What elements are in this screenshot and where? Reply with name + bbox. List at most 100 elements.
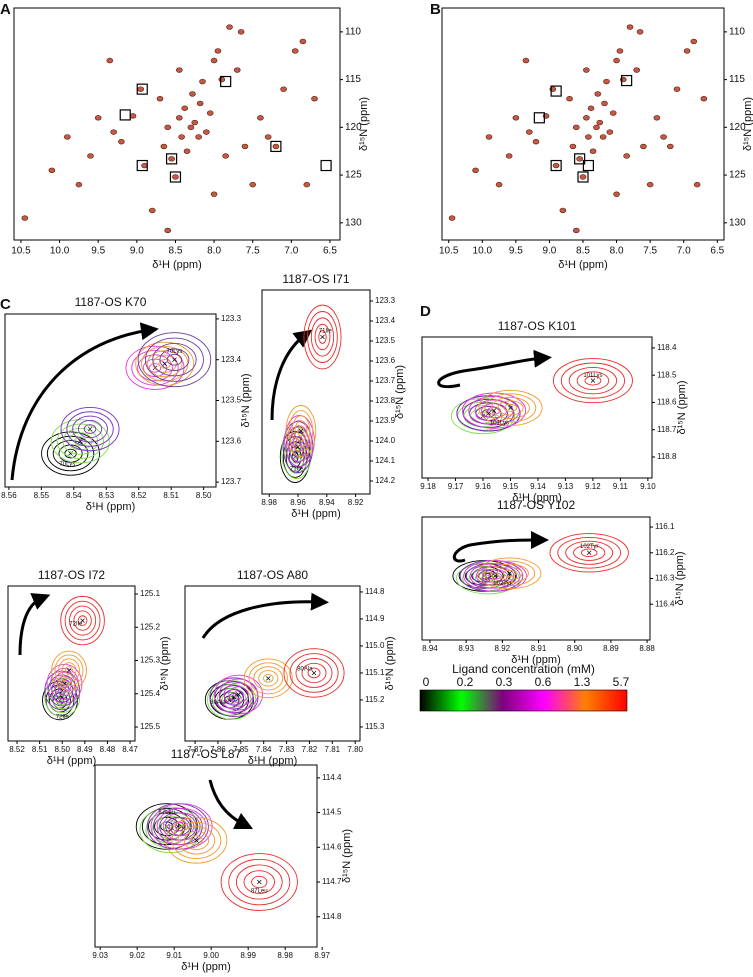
y-tick-label: 130: [729, 217, 746, 228]
y-tick-label: 114.8: [322, 912, 342, 921]
peak: [183, 148, 191, 154]
contour-ring: [228, 686, 249, 703]
contour-ring: [47, 681, 77, 714]
contour-ring: [502, 569, 517, 577]
contour-ring: [314, 323, 331, 351]
peak: [257, 115, 264, 121]
arrow: [18, 593, 51, 656]
x-tick-label: 8.96: [290, 498, 306, 507]
peak: [495, 181, 503, 188]
y-tick-label: 118.5: [657, 370, 677, 379]
arrow: [208, 779, 254, 830]
contour-ring: [53, 671, 76, 696]
peak-cross: [257, 879, 262, 885]
peak: [525, 129, 533, 135]
plot-area: 87Leu 87Leu: [135, 803, 298, 911]
contour-ring: [450, 398, 516, 435]
contour-ring: [560, 362, 625, 399]
y-tick-label: 125.4: [140, 689, 161, 698]
x-tick-label: 9.02: [129, 951, 145, 960]
contour-ring: [294, 420, 308, 442]
y-tick-label: 130: [345, 217, 362, 228]
y-tick-label: 115.2: [365, 695, 385, 704]
peak: [210, 57, 218, 64]
y-tick-label: 125.1: [140, 589, 161, 598]
peak: [653, 115, 661, 121]
y-tick-label: 114.9: [365, 614, 385, 623]
x-axis-label: δ¹H (ppm): [152, 259, 202, 271]
peak: [576, 156, 583, 162]
panel-label: D: [420, 303, 431, 320]
contour-ring: [77, 615, 88, 626]
y-tick-label: 118.8: [657, 452, 677, 461]
peak: [226, 24, 233, 30]
legend-label: 0.6: [535, 675, 552, 689]
contour-ring: [552, 358, 633, 404]
highlight-box: [220, 75, 232, 88]
peak-label: 102Tyr: [493, 581, 511, 587]
contour-ring: [281, 427, 312, 479]
contour-ring: [177, 826, 216, 855]
highlight-box: [169, 171, 182, 183]
peak: [532, 138, 540, 145]
panel-title: 1187-OS I72: [38, 568, 105, 582]
x-tick-label: 9.00: [203, 951, 219, 960]
plot-frame: [13, 7, 341, 241]
legend-label: 0: [423, 675, 430, 689]
peak-cross: [590, 378, 596, 383]
highlight-box: [574, 153, 586, 165]
contour-ring: [243, 658, 293, 699]
panel-title: 1187-OS Y102: [497, 498, 576, 512]
contour-ring: [474, 399, 514, 422]
panel: 80Ala 80Ala 7.87 7.86 7.85 7.84 7.83 7.82 7.81 7.…: [184, 568, 396, 767]
peak-label: 80Ala: [297, 666, 313, 672]
peak: [596, 119, 604, 126]
contour-ring: [307, 311, 338, 363]
contour-ring: [144, 337, 204, 382]
contour-ring: [565, 540, 614, 565]
x-tick-label: 8.0: [207, 246, 221, 257]
y-tick-label: 123.7: [375, 376, 396, 385]
x-axis-label: δ¹H (ppm): [512, 492, 562, 504]
peak-cross: [80, 618, 85, 623]
contour-ring: [285, 405, 317, 457]
x-tick-label: 8.51: [32, 745, 48, 754]
peak: [613, 57, 620, 64]
panel-title: 1187-OS L87: [171, 747, 242, 761]
contour-ring: [72, 415, 108, 443]
x-tick-label: 8.94: [422, 644, 438, 653]
contour-ring: [60, 595, 105, 646]
y-tick-label: 124.2: [375, 476, 396, 485]
peak: [616, 48, 624, 54]
contour-ring: [73, 610, 92, 631]
contour-ring: [263, 674, 274, 683]
x-tick-label: 10.0: [50, 246, 70, 257]
peak-label: 80Ala: [210, 700, 226, 706]
peak: [683, 48, 691, 54]
contour-ring: [50, 419, 110, 464]
peak: [191, 119, 199, 126]
x-tick-label: 8.5: [576, 246, 590, 257]
peak: [587, 105, 595, 111]
plot-frame: [261, 289, 371, 495]
peak: [75, 181, 83, 188]
contour-ring: [148, 812, 186, 841]
x-tick-label: 10.5: [439, 246, 459, 257]
y-axis-label: δ¹⁵N (ppm): [384, 636, 396, 690]
contour-ring: [137, 332, 212, 388]
contour-ring: [576, 371, 610, 390]
x-tick-label: 9.0: [130, 246, 144, 257]
y-tick-label: 123.6: [375, 356, 396, 365]
peak: [233, 67, 241, 73]
y-axis-label: δ¹⁵N (ppm): [674, 551, 686, 605]
peak: [572, 124, 580, 131]
plot-area: 72Ile 72Ile: [42, 595, 105, 721]
peak: [189, 91, 196, 97]
contour-ring: [148, 363, 162, 373]
x-tick-label: 9.10: [640, 482, 656, 491]
peak: [87, 153, 94, 159]
y-axis-label: δ¹⁵N (ppm): [159, 636, 171, 690]
contour-ring: [233, 690, 244, 699]
peak: [636, 29, 644, 35]
peak: [195, 134, 202, 140]
